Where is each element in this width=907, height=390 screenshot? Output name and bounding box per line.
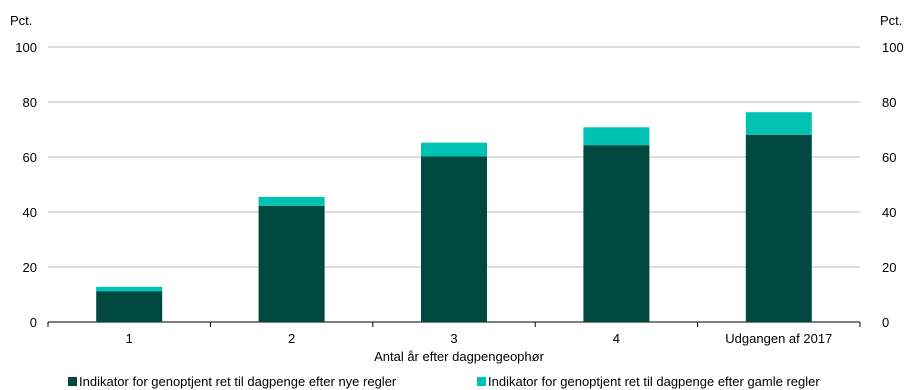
bar-new-rules-4 xyxy=(745,134,812,322)
x-tick-label-0: 1 xyxy=(126,331,133,346)
bar-new-rules-0 xyxy=(96,291,163,322)
tick-labels: 0 0 20 20 40 40 60 60 80 80 100 100 1 2 3 4 Udgangen af … xyxy=(15,40,903,346)
y-tick-label-right-60: 60 xyxy=(882,150,896,165)
legend-swatch-old-rules xyxy=(477,377,486,386)
y-tick-label-right-20: 20 xyxy=(882,260,896,275)
bar-new-rules-2 xyxy=(421,156,487,322)
x-tick-label-4: Udgangen af 2017 xyxy=(725,331,832,346)
y-tick-label-left-20: 20 xyxy=(23,260,37,275)
bar-new-rules-1 xyxy=(258,205,325,322)
bar-old-rules-2 xyxy=(421,142,487,157)
axes xyxy=(47,321,861,327)
y-tick-label-left-60: 60 xyxy=(23,150,37,165)
x-tick-label-2: 3 xyxy=(450,331,457,346)
bar-new-rules-3 xyxy=(583,145,650,322)
y-tick-label-left-100: 100 xyxy=(15,40,37,55)
y-tick-label-left-80: 80 xyxy=(23,95,37,110)
x-tick-label-3: 4 xyxy=(613,331,620,346)
y-tick-label-right-80: 80 xyxy=(882,95,896,110)
bar-old-rules-1 xyxy=(258,196,325,206)
bar-old-rules-3 xyxy=(583,127,650,146)
legend-swatch-new-rules xyxy=(68,377,77,386)
y-tick-label-left-40: 40 xyxy=(23,205,37,220)
y-tick-label-right-100: 100 xyxy=(882,40,904,55)
x-tick-label-1: 2 xyxy=(288,331,295,346)
y-tick-label-right-40: 40 xyxy=(882,205,896,220)
bar-old-rules-0 xyxy=(96,286,163,292)
y-axis-title-left: Pct. xyxy=(10,13,32,28)
y-tick-label-left-0: 0 xyxy=(30,315,37,330)
legend-label-old-rules: Indikator for genoptjent ret til dagpeng… xyxy=(488,374,820,389)
legend-label-new-rules: Indikator for genoptjent ret til dagpeng… xyxy=(79,374,397,389)
legend: Indikator for genoptjent ret til dagpeng… xyxy=(68,374,820,389)
bars xyxy=(96,112,812,322)
bar-old-rules-4 xyxy=(745,112,812,135)
y-axis-title-right: Pct. xyxy=(880,13,902,28)
y-tick-label-right-0: 0 xyxy=(882,315,889,330)
x-axis-title: Antal år efter dagpengeophør xyxy=(374,349,545,364)
